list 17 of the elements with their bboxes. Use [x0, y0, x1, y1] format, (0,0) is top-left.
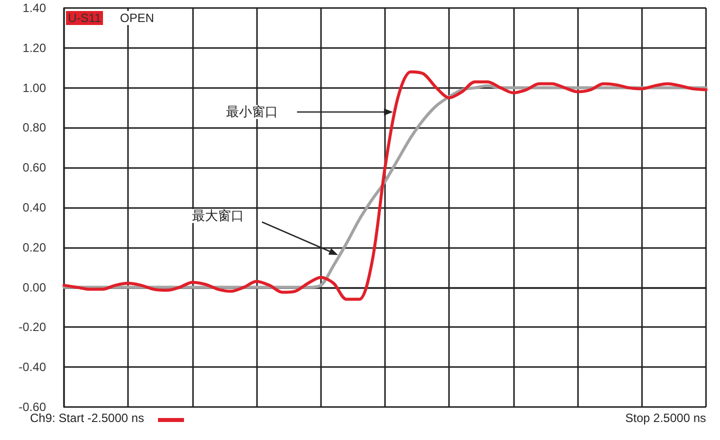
y-tick-label: 0.80: [22, 120, 46, 135]
annotation: 最小窗口: [226, 104, 278, 119]
y-tick-label: 1.20: [22, 40, 46, 55]
y-tick-label: 0.20: [22, 240, 46, 254]
y-tick-label: 0.40: [22, 200, 46, 214]
text: Stop 2.5000 ns: [625, 411, 706, 425]
y-tick-label: -0.40: [18, 360, 46, 374]
y-tick-label: -0.60: [18, 400, 46, 414]
y-tick-label: 0.00: [22, 280, 46, 294]
annotation: OPEN: [120, 11, 154, 25]
annotation: 最大窗口: [192, 208, 244, 223]
text: Ch9: Start -2.5000 ns: [30, 411, 144, 425]
y-tick-label: 1.40: [22, 1, 46, 15]
y-tick-label: 0.60: [22, 160, 46, 175]
y-tick-label: 1.00: [22, 80, 46, 95]
annotation: U-S11: [66, 11, 104, 25]
y-tick-label: -0.20: [18, 320, 46, 334]
